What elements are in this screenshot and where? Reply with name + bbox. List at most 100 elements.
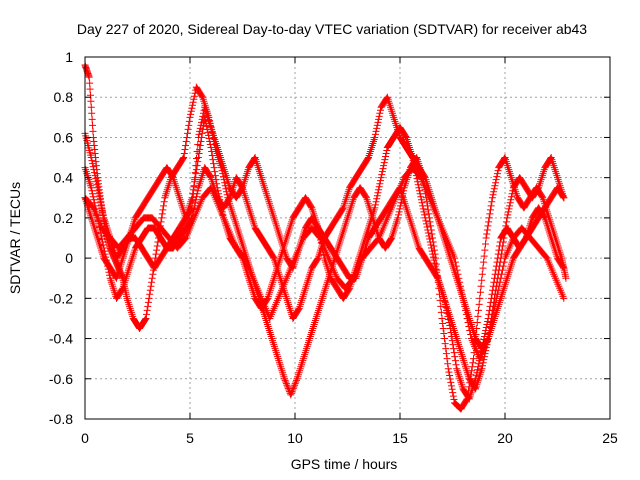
trace-marker <box>287 389 295 397</box>
trace-marker <box>479 362 487 370</box>
trace-marker <box>291 380 299 388</box>
trace-marker <box>506 199 514 207</box>
trace-marker <box>88 115 96 123</box>
trace-marker <box>456 278 464 286</box>
trace-marker <box>189 186 197 194</box>
trace-marker <box>349 275 357 283</box>
trace-marker <box>416 187 424 195</box>
trace-marker <box>98 235 106 243</box>
trace-marker <box>449 389 457 397</box>
trace-marker <box>194 158 202 166</box>
trace-marker <box>509 187 517 195</box>
trace-marker <box>442 345 450 353</box>
data-point <box>409 154 417 162</box>
trace-marker <box>451 258 459 266</box>
trace-marker <box>374 235 382 243</box>
trace-marker <box>454 270 462 278</box>
trace-marker <box>189 190 197 198</box>
trace-marker <box>146 290 154 298</box>
trace-marker <box>382 153 390 161</box>
trace-marker <box>292 376 300 384</box>
trace-marker <box>481 246 489 254</box>
trace-marker <box>295 305 303 313</box>
trace-marker <box>206 140 214 148</box>
trace-marker <box>494 286 502 294</box>
trace-marker <box>105 268 113 276</box>
trace-marker <box>198 92 206 100</box>
trace-marker <box>464 318 472 326</box>
trace-marker <box>153 242 161 250</box>
data-point <box>94 184 102 192</box>
trace-marker <box>141 315 149 323</box>
trace-marker <box>540 213 548 221</box>
trace-marker <box>480 252 488 260</box>
trace-marker <box>446 372 454 380</box>
trace-marker <box>373 195 381 203</box>
data-point <box>201 113 209 121</box>
trace-marker <box>91 172 99 180</box>
y-axis-label: SDTVAR / TECUs <box>7 182 23 294</box>
trace-marker <box>431 262 439 270</box>
trace-marker <box>437 308 445 316</box>
trace-marker <box>492 176 500 184</box>
trace-marker <box>372 127 380 135</box>
trace-marker <box>214 187 222 195</box>
trace-marker <box>86 79 94 87</box>
trace-marker <box>487 206 495 214</box>
trace-marker <box>447 378 455 386</box>
trace-marker <box>428 247 436 255</box>
trace-marker <box>453 266 461 274</box>
trace-marker <box>475 360 483 368</box>
trace-marker <box>160 202 168 210</box>
trace-marker <box>193 193 201 201</box>
trace-marker <box>418 199 426 207</box>
trace-marker <box>486 210 494 218</box>
data-point <box>148 274 156 282</box>
data-point <box>194 154 202 162</box>
trace-marker <box>315 233 323 241</box>
trace-marker <box>484 222 492 230</box>
y-tick-label: 0.4 <box>54 170 74 186</box>
trace-marker <box>448 385 456 393</box>
trace-marker <box>99 238 107 246</box>
trace-marker <box>419 205 427 213</box>
trace-marker <box>506 202 514 210</box>
data-point <box>100 244 108 252</box>
trace-marker <box>179 155 187 163</box>
trace-marker <box>482 323 490 331</box>
data-point <box>213 184 221 192</box>
data-point <box>444 365 452 373</box>
trace-marker <box>395 208 403 216</box>
trace-marker <box>498 266 506 274</box>
trace-marker <box>475 306 483 314</box>
trace-marker <box>104 265 112 273</box>
trace-marker <box>480 333 488 341</box>
trace-marker <box>457 286 465 294</box>
trace-marker <box>97 202 105 210</box>
trace-marker <box>478 276 486 284</box>
trace-marker <box>190 92 198 100</box>
trace-marker <box>456 282 464 290</box>
trace-marker <box>429 250 437 258</box>
trace-marker <box>488 318 496 326</box>
trace-marker <box>416 190 424 198</box>
x-tick-label: 5 <box>186 430 194 446</box>
trace-marker <box>90 196 98 204</box>
data-point <box>488 194 496 202</box>
axis-ticks <box>84 56 611 420</box>
trace-marker <box>379 165 387 173</box>
trace-marker <box>481 330 489 338</box>
x-tick-label: 20 <box>497 430 513 446</box>
trace-marker <box>375 183 383 191</box>
trace-marker <box>378 168 386 176</box>
trace-marker <box>364 155 372 163</box>
trace-marker <box>205 134 213 142</box>
trace-marker <box>189 98 197 106</box>
data-point <box>394 214 402 222</box>
x-tick-labels: 0 5 10 15 20 25 <box>81 430 618 446</box>
trace-marker <box>500 234 508 242</box>
trace-marker <box>97 199 105 207</box>
trace-marker <box>426 235 434 243</box>
trace-marker <box>188 104 196 112</box>
trace-marker <box>476 288 484 296</box>
